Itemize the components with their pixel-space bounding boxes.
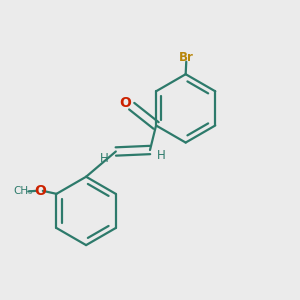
Text: O: O: [119, 96, 131, 110]
Text: H: H: [100, 152, 109, 165]
Text: O: O: [34, 184, 46, 198]
Text: Br: Br: [179, 51, 194, 64]
Text: H: H: [157, 149, 166, 162]
Text: CH₃: CH₃: [13, 187, 32, 196]
